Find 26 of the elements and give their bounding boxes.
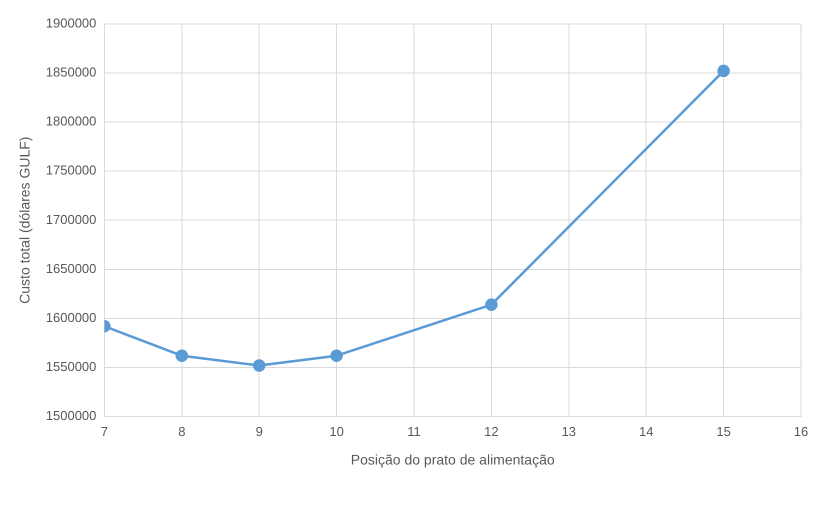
y-tick-label: 1650000 (46, 260, 96, 276)
x-tick-label: 15 (716, 424, 731, 439)
x-tick-label: 13 (562, 424, 576, 439)
x-tick-label: 10 (329, 424, 344, 439)
point (176, 349, 188, 362)
y-tick-label: 1500000 (46, 408, 96, 424)
x-tick-label: 7 (100, 424, 108, 439)
y-tick-label: 1700000 (46, 212, 96, 227)
y-tick-label: 1800000 (46, 114, 96, 129)
x-tick-label: 12 (484, 424, 499, 439)
y-tick-label: 1750000 (46, 162, 96, 178)
y-tick-label: 1550000 (46, 359, 96, 374)
point (717, 64, 730, 78)
x-tick-label: 8 (178, 424, 186, 439)
y-axis-title: Custo total (dólares GULF) (16, 136, 32, 304)
x-tick-label: 14 (638, 424, 654, 439)
x-axis-title: Posição do prato de alimentação (350, 451, 555, 468)
point (330, 349, 343, 362)
y-tick-label: 1600000 (46, 310, 96, 325)
y-tick-label: 1900000 (46, 15, 96, 30)
point (252, 359, 266, 372)
x-tick-label: 11 (407, 424, 421, 439)
x-tick-label: 16 (794, 424, 808, 439)
y-tick-label: 1850000 (46, 64, 96, 80)
point (485, 298, 498, 311)
x-tick-label: 9 (256, 424, 263, 439)
